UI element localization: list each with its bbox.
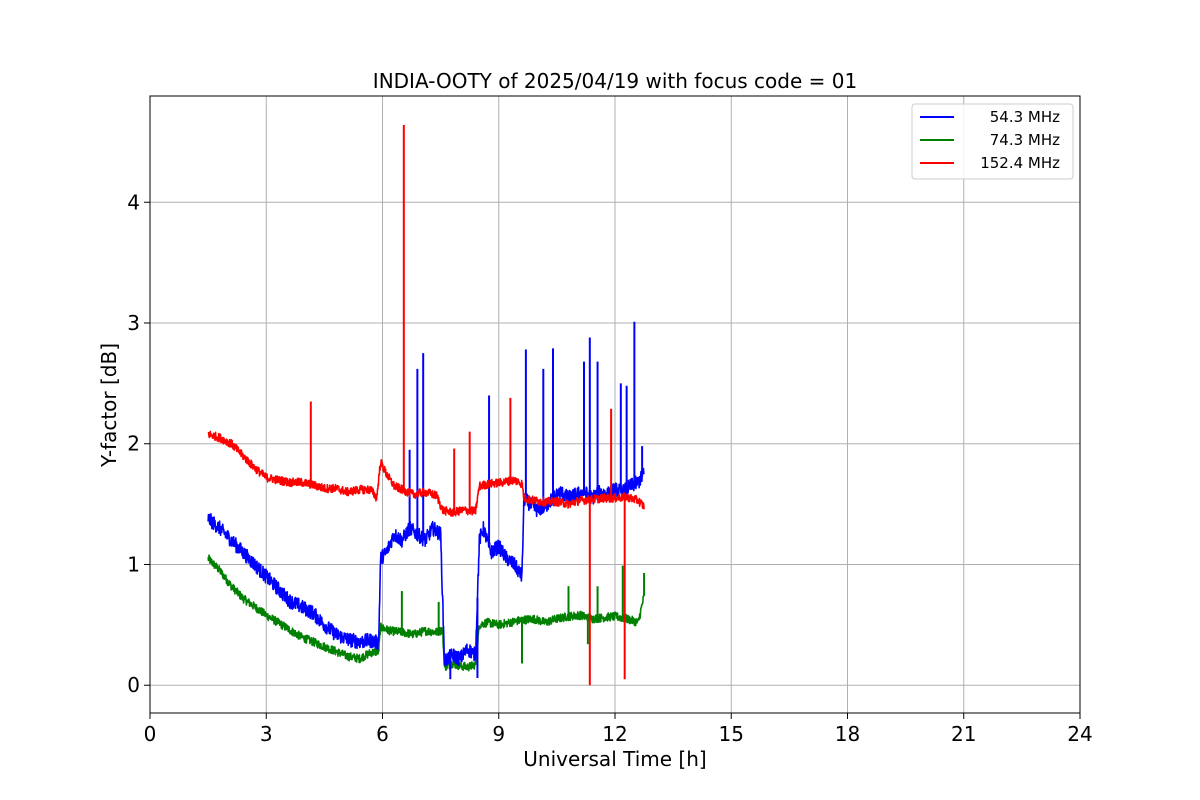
x-tick-label: 6 xyxy=(376,722,389,746)
series-74-3-mhz xyxy=(207,554,646,672)
y-axis-label: Y-factor [dB] xyxy=(97,343,121,468)
y-tick-label: 0 xyxy=(127,673,140,697)
x-tick-label: 15 xyxy=(719,722,744,746)
chart-title: INDIA-OOTY of 2025/04/19 with focus code… xyxy=(373,69,857,93)
legend-label: 74.3 MHz xyxy=(990,131,1060,149)
series-54-3-mhz xyxy=(207,321,645,680)
y-tick-label: 1 xyxy=(127,552,140,576)
series-line xyxy=(207,430,645,517)
x-tick-label: 12 xyxy=(602,722,627,746)
x-tick-label: 21 xyxy=(951,722,976,746)
x-axis: 0 3 6 9 12 15 18 21 24 xyxy=(144,713,1093,746)
y-tick-label: 4 xyxy=(127,190,140,214)
legend-label: 54.3 MHz xyxy=(990,108,1060,126)
x-axis-label: Universal Time [h] xyxy=(523,747,706,771)
series-152-4-mhz xyxy=(207,124,645,686)
y-tick-label: 3 xyxy=(127,311,140,335)
y-tick-label: 2 xyxy=(127,432,140,456)
plot-series xyxy=(207,124,646,686)
x-tick-label: 24 xyxy=(1067,722,1092,746)
legend-label: 152.4 MHz xyxy=(980,154,1060,172)
y-axis: 0 1 2 3 4 xyxy=(127,190,150,697)
x-tick-label: 18 xyxy=(835,722,860,746)
x-tick-label: 0 xyxy=(144,722,157,746)
series-line xyxy=(207,467,645,667)
legend: 54.3 MHz 74.3 MHz 152.4 MHz xyxy=(911,103,1074,180)
x-tick-label: 3 xyxy=(260,722,273,746)
series-line xyxy=(207,554,645,672)
legend-box xyxy=(911,103,1074,180)
x-tick-label: 9 xyxy=(492,722,505,746)
